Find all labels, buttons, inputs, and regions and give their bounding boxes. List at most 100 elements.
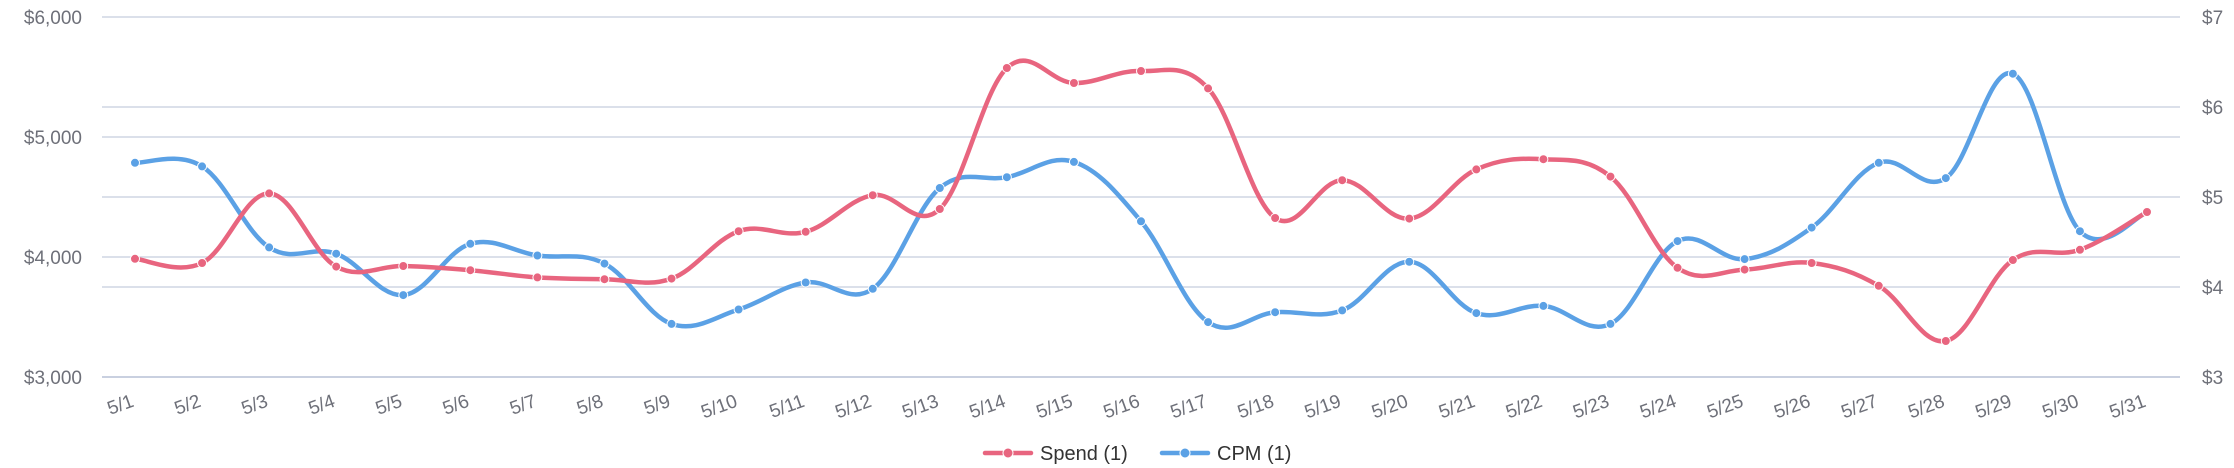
data-point[interactable] [666, 318, 677, 329]
legend-item-cpm[interactable]: CPM (1) [1159, 443, 1291, 465]
x-tick-label: 5/3 [239, 391, 271, 420]
data-point[interactable] [1940, 173, 1951, 184]
data-point[interactable] [331, 261, 342, 272]
data-point[interactable] [599, 258, 610, 269]
x-tick-label: 5/15 [1034, 391, 1076, 423]
legend-item-spend[interactable]: Spend (1) [982, 443, 1128, 465]
data-point[interactable] [398, 261, 409, 271]
data-point[interactable] [532, 250, 543, 261]
series-group [130, 58, 2152, 346]
data-point[interactable] [867, 190, 878, 201]
y-left-tick-label: $3,000 [24, 368, 82, 389]
data-point[interactable] [1605, 171, 1616, 182]
data-point[interactable] [1672, 236, 1683, 247]
y-right-tick-label: $6 [2202, 98, 2223, 119]
data-point[interactable] [197, 258, 208, 268]
data-point[interactable] [733, 226, 744, 237]
x-axis: 5/1 5/2 5/3 5/4 5/5 5/6 5/7 5/8 5/9 5/10 5/11 5/12 5… [105, 391, 2149, 424]
y-right-tick-label: $5 [2202, 188, 2223, 209]
data-point[interactable] [733, 304, 744, 315]
data-point[interactable] [1940, 336, 1951, 346]
data-point[interactable] [1001, 172, 1012, 183]
data-point[interactable] [1404, 213, 1415, 224]
data-point[interactable] [1337, 305, 1348, 316]
data-point[interactable] [1471, 308, 1482, 319]
data-point[interactable] [1337, 175, 1348, 186]
x-tick-label: 5/12 [833, 391, 875, 423]
x-tick-label: 5/1 [105, 391, 137, 420]
data-point[interactable] [130, 253, 140, 264]
series-spend [130, 58, 2152, 346]
x-tick-label: 5/17 [1168, 391, 1210, 423]
data-point[interactable] [331, 248, 342, 259]
series-line [132, 71, 2150, 330]
series-cpm [130, 68, 2152, 330]
data-point[interactable] [1068, 156, 1079, 167]
x-tick-label: 5/11 [767, 391, 808, 423]
legend-marker [1179, 447, 1191, 459]
data-point[interactable] [1001, 63, 1012, 73]
x-tick-label: 5/8 [574, 391, 606, 420]
data-point[interactable] [934, 183, 945, 193]
legend[interactable]: Spend (1) CPM (1) [982, 443, 1291, 465]
x-tick-label: 5/22 [1503, 391, 1545, 423]
x-tick-label: 5/16 [1101, 391, 1143, 423]
y-left-tick-label: $4,000 [24, 248, 82, 269]
x-tick-label: 5/10 [698, 391, 740, 423]
y-right-tick-label: $4 [2202, 278, 2224, 299]
data-point[interactable] [666, 273, 677, 284]
data-point[interactable] [1471, 164, 1482, 175]
data-point[interactable] [1068, 78, 1079, 88]
data-point[interactable] [1404, 256, 1415, 267]
data-point[interactable] [465, 265, 476, 276]
data-point[interactable] [2074, 226, 2085, 237]
data-point[interactable] [2074, 244, 2085, 255]
data-point[interactable] [1605, 318, 1616, 329]
data-point[interactable] [264, 242, 275, 253]
legend-marker [1002, 447, 1014, 459]
data-point[interactable] [1136, 216, 1146, 227]
data-point[interactable] [1270, 213, 1281, 223]
x-tick-label: 5/31 [2107, 391, 2149, 423]
data-point[interactable] [867, 283, 878, 294]
data-point[interactable] [1806, 258, 1817, 268]
data-point[interactable] [197, 161, 208, 172]
data-point[interactable] [2007, 255, 2018, 265]
data-point[interactable] [1739, 264, 1750, 275]
x-tick-label: 5/13 [900, 391, 942, 423]
x-tick-label: 5/29 [1973, 391, 2015, 423]
data-point[interactable] [532, 272, 543, 283]
data-point[interactable] [1873, 280, 1884, 291]
x-tick-label: 5/19 [1302, 391, 1344, 423]
data-point[interactable] [599, 274, 610, 285]
left-y-axis: $3,000 $4,000 $5,000 $6,000 [24, 8, 82, 389]
data-point[interactable] [1739, 254, 1750, 265]
data-point[interactable] [398, 290, 409, 301]
data-point[interactable] [1203, 83, 1214, 94]
data-point[interactable] [800, 277, 811, 288]
x-tick-label: 5/18 [1235, 391, 1277, 423]
data-point[interactable] [1270, 307, 1281, 318]
x-tick-label: 5/2 [172, 391, 204, 420]
data-point[interactable] [2007, 68, 2018, 79]
data-point[interactable] [2142, 207, 2152, 217]
data-point[interactable] [800, 226, 811, 237]
x-tick-label: 5/21 [1436, 391, 1478, 423]
data-point[interactable] [130, 157, 140, 168]
series-line [132, 58, 2150, 344]
legend-label: Spend (1) [1040, 443, 1128, 465]
data-point[interactable] [1136, 66, 1146, 76]
data-point[interactable] [1806, 222, 1817, 233]
data-point[interactable] [934, 204, 945, 214]
x-tick-label: 5/23 [1570, 391, 1612, 423]
data-point[interactable] [264, 188, 275, 199]
data-point[interactable] [1538, 300, 1549, 311]
x-tick-label: 5/28 [1906, 391, 1948, 423]
data-point[interactable] [465, 238, 476, 249]
data-point[interactable] [1203, 317, 1214, 328]
data-point[interactable] [1538, 154, 1549, 165]
y-left-tick-label: $6,000 [24, 8, 82, 29]
data-point[interactable] [1873, 157, 1884, 168]
data-point[interactable] [1672, 262, 1683, 273]
x-tick-label: 5/20 [1369, 391, 1411, 423]
